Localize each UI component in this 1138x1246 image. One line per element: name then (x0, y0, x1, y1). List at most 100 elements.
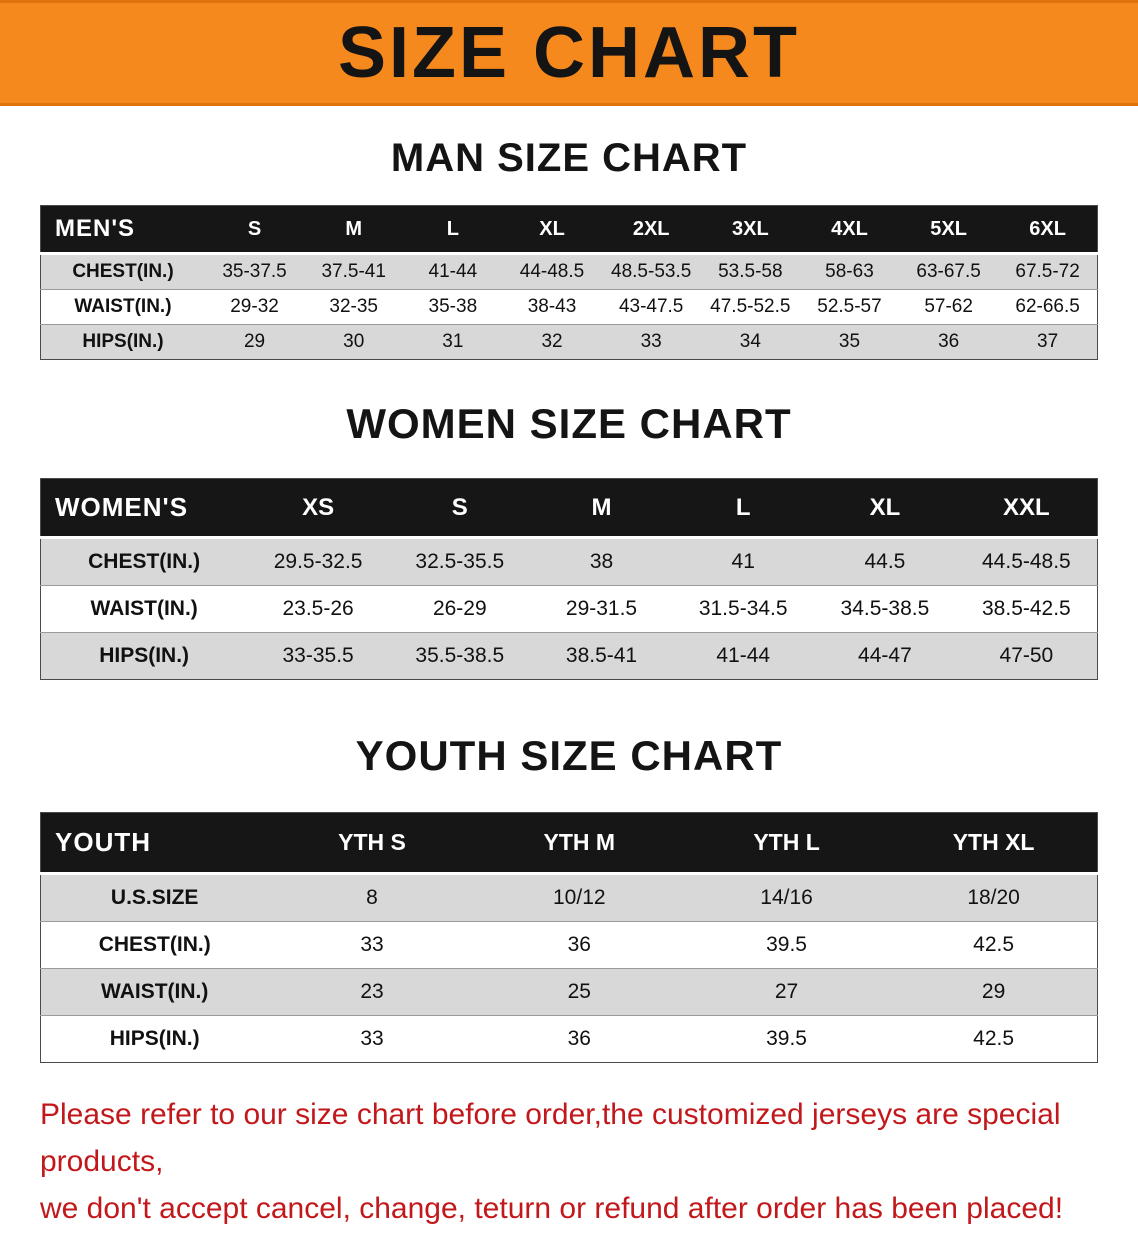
size-column-header: 5XL (899, 205, 999, 255)
size-column-header: XL (814, 478, 956, 539)
size-value: 34.5-38.5 (814, 585, 956, 633)
size-value: 29 (204, 324, 305, 360)
size-value: 67.5-72 (998, 253, 1098, 290)
women-size-section: WOMEN SIZE CHART WOMEN'S XS S M L XL XXL CHEST(… (0, 400, 1138, 680)
disclaimer-line-1: Please refer to our size chart before or… (40, 1098, 1061, 1178)
size-value: 32-35 (304, 289, 404, 325)
size-value: 34 (700, 324, 800, 360)
measurement-row: HIPS(IN.) 29 30 31 32 33 34 35 36 37 (40, 324, 1098, 360)
size-value: 39.5 (682, 921, 891, 969)
size-value: 25 (475, 968, 683, 1016)
table-corner-label: MEN'S (40, 205, 205, 255)
measurement-label: WAIST(IN.) (40, 289, 205, 325)
size-value: 35-38 (403, 289, 503, 325)
size-value: 58-63 (799, 253, 900, 290)
size-value: 31 (403, 324, 503, 360)
size-column-header: YTH XL (890, 812, 1098, 875)
size-value: 26-29 (388, 585, 531, 633)
size-value: 62-66.5 (998, 289, 1098, 325)
measurement-label: HIPS(IN.) (40, 324, 205, 360)
size-value: 29 (890, 968, 1098, 1016)
size-value: 32.5-35.5 (388, 537, 531, 586)
men-size-table: MEN'S S M L XL 2XL 3XL 4XL 5XL 6XL CHEST(IN.) 35-37… (40, 205, 1098, 360)
size-column-header: XS (247, 478, 389, 539)
size-value: 37 (998, 324, 1098, 360)
size-column-header: XXL (955, 478, 1098, 539)
banner-title: SIZE CHART (338, 13, 800, 93)
measurement-label: CHEST(IN.) (40, 537, 248, 586)
youth-section-heading: YOUTH SIZE CHART (355, 732, 783, 779)
man-section-heading: MAN SIZE CHART (390, 136, 748, 180)
size-value: 33 (601, 324, 701, 360)
measurement-row: WAIST(IN.) 23 25 27 29 (40, 968, 1098, 1016)
disclaimer-line-2: we don't accept cancel, change, teturn o… (40, 1192, 1064, 1225)
size-value: 36 (475, 921, 683, 969)
size-value: 57-62 (899, 289, 999, 325)
size-value: 63-67.5 (899, 253, 999, 290)
size-value: 27 (682, 968, 891, 1016)
size-column-header: M (304, 205, 404, 255)
size-value: 43-47.5 (601, 289, 701, 325)
size-value: 53.5-58 (700, 253, 800, 290)
youth-size-table: YOUTH YTH S YTH M YTH L YTH XL U.S.SIZE 8 10/12… (40, 812, 1098, 1063)
size-column-header: 2XL (601, 205, 701, 255)
size-column-header: S (388, 478, 531, 539)
size-column-header: M (530, 478, 673, 539)
size-value: 23 (268, 968, 476, 1016)
size-column-header: L (403, 205, 503, 255)
size-column-header: YTH L (682, 812, 891, 875)
size-column-header: YTH S (268, 812, 476, 875)
size-value: 44-48.5 (502, 253, 602, 290)
measurement-label: CHEST(IN.) (40, 253, 205, 290)
size-column-header: 3XL (700, 205, 800, 255)
size-column-header: XL (502, 205, 602, 255)
measurement-label: WAIST(IN.) (40, 585, 248, 633)
measurement-row: HIPS(IN.) 33-35.5 35.5-38.5 38.5-41 41-44 44-… (40, 632, 1098, 680)
size-value: 8 (268, 873, 476, 922)
measurement-label: HIPS(IN.) (40, 1015, 269, 1063)
size-value: 38 (530, 537, 673, 586)
size-value: 47-50 (955, 632, 1098, 680)
size-value: 35 (799, 324, 900, 360)
size-value: 38-43 (502, 289, 602, 325)
size-value: 29-32 (204, 289, 305, 325)
size-value: 33 (268, 1015, 476, 1063)
size-value: 10/12 (475, 873, 683, 922)
size-value: 38.5-41 (530, 632, 673, 680)
size-column-header: S (204, 205, 305, 255)
size-value: 42.5 (890, 1015, 1098, 1063)
size-column-header: L (672, 478, 815, 539)
measurement-row: U.S.SIZE 8 10/12 14/16 18/20 (40, 873, 1098, 922)
size-value: 48.5-53.5 (601, 253, 701, 290)
youth-size-section: YOUTH SIZE CHART YOUTH YTH S YTH M YTH L YTH… (0, 732, 1138, 1063)
size-column-header: YTH M (475, 812, 683, 875)
size-value: 35-37.5 (204, 253, 305, 290)
size-value: 33-35.5 (247, 632, 389, 680)
size-value: 52.5-57 (799, 289, 900, 325)
size-value: 23.5-26 (247, 585, 389, 633)
size-value: 31.5-34.5 (672, 585, 815, 633)
size-value: 35.5-38.5 (388, 632, 531, 680)
size-value: 29-31.5 (530, 585, 673, 633)
size-column-header: 4XL (799, 205, 900, 255)
measurement-label: U.S.SIZE (40, 873, 269, 922)
measurement-row: HIPS(IN.) 33 36 39.5 42.5 (40, 1015, 1098, 1063)
measurement-row: WAIST(IN.) 23.5-26 26-29 29-31.5 31.5-34.5 34… (40, 585, 1098, 633)
size-value: 41-44 (403, 253, 503, 290)
size-value: 39.5 (682, 1015, 891, 1063)
size-value: 44-47 (814, 632, 956, 680)
size-value: 36 (899, 324, 999, 360)
measurement-label: HIPS(IN.) (40, 632, 248, 680)
table-corner-label: WOMEN'S (40, 478, 248, 539)
size-value: 37.5-41 (304, 253, 404, 290)
size-value: 32 (502, 324, 602, 360)
size-column-header: 6XL (998, 205, 1098, 255)
size-value: 41 (672, 537, 815, 586)
measurement-label: WAIST(IN.) (40, 968, 269, 1016)
women-size-table: WOMEN'S XS S M L XL XXL CHEST(IN.) 29.5-32.5 32.5… (40, 478, 1098, 680)
size-value: 33 (268, 921, 476, 969)
size-value: 30 (304, 324, 404, 360)
size-value: 47.5-52.5 (700, 289, 800, 325)
size-value: 44.5-48.5 (955, 537, 1098, 586)
size-value: 14/16 (682, 873, 891, 922)
